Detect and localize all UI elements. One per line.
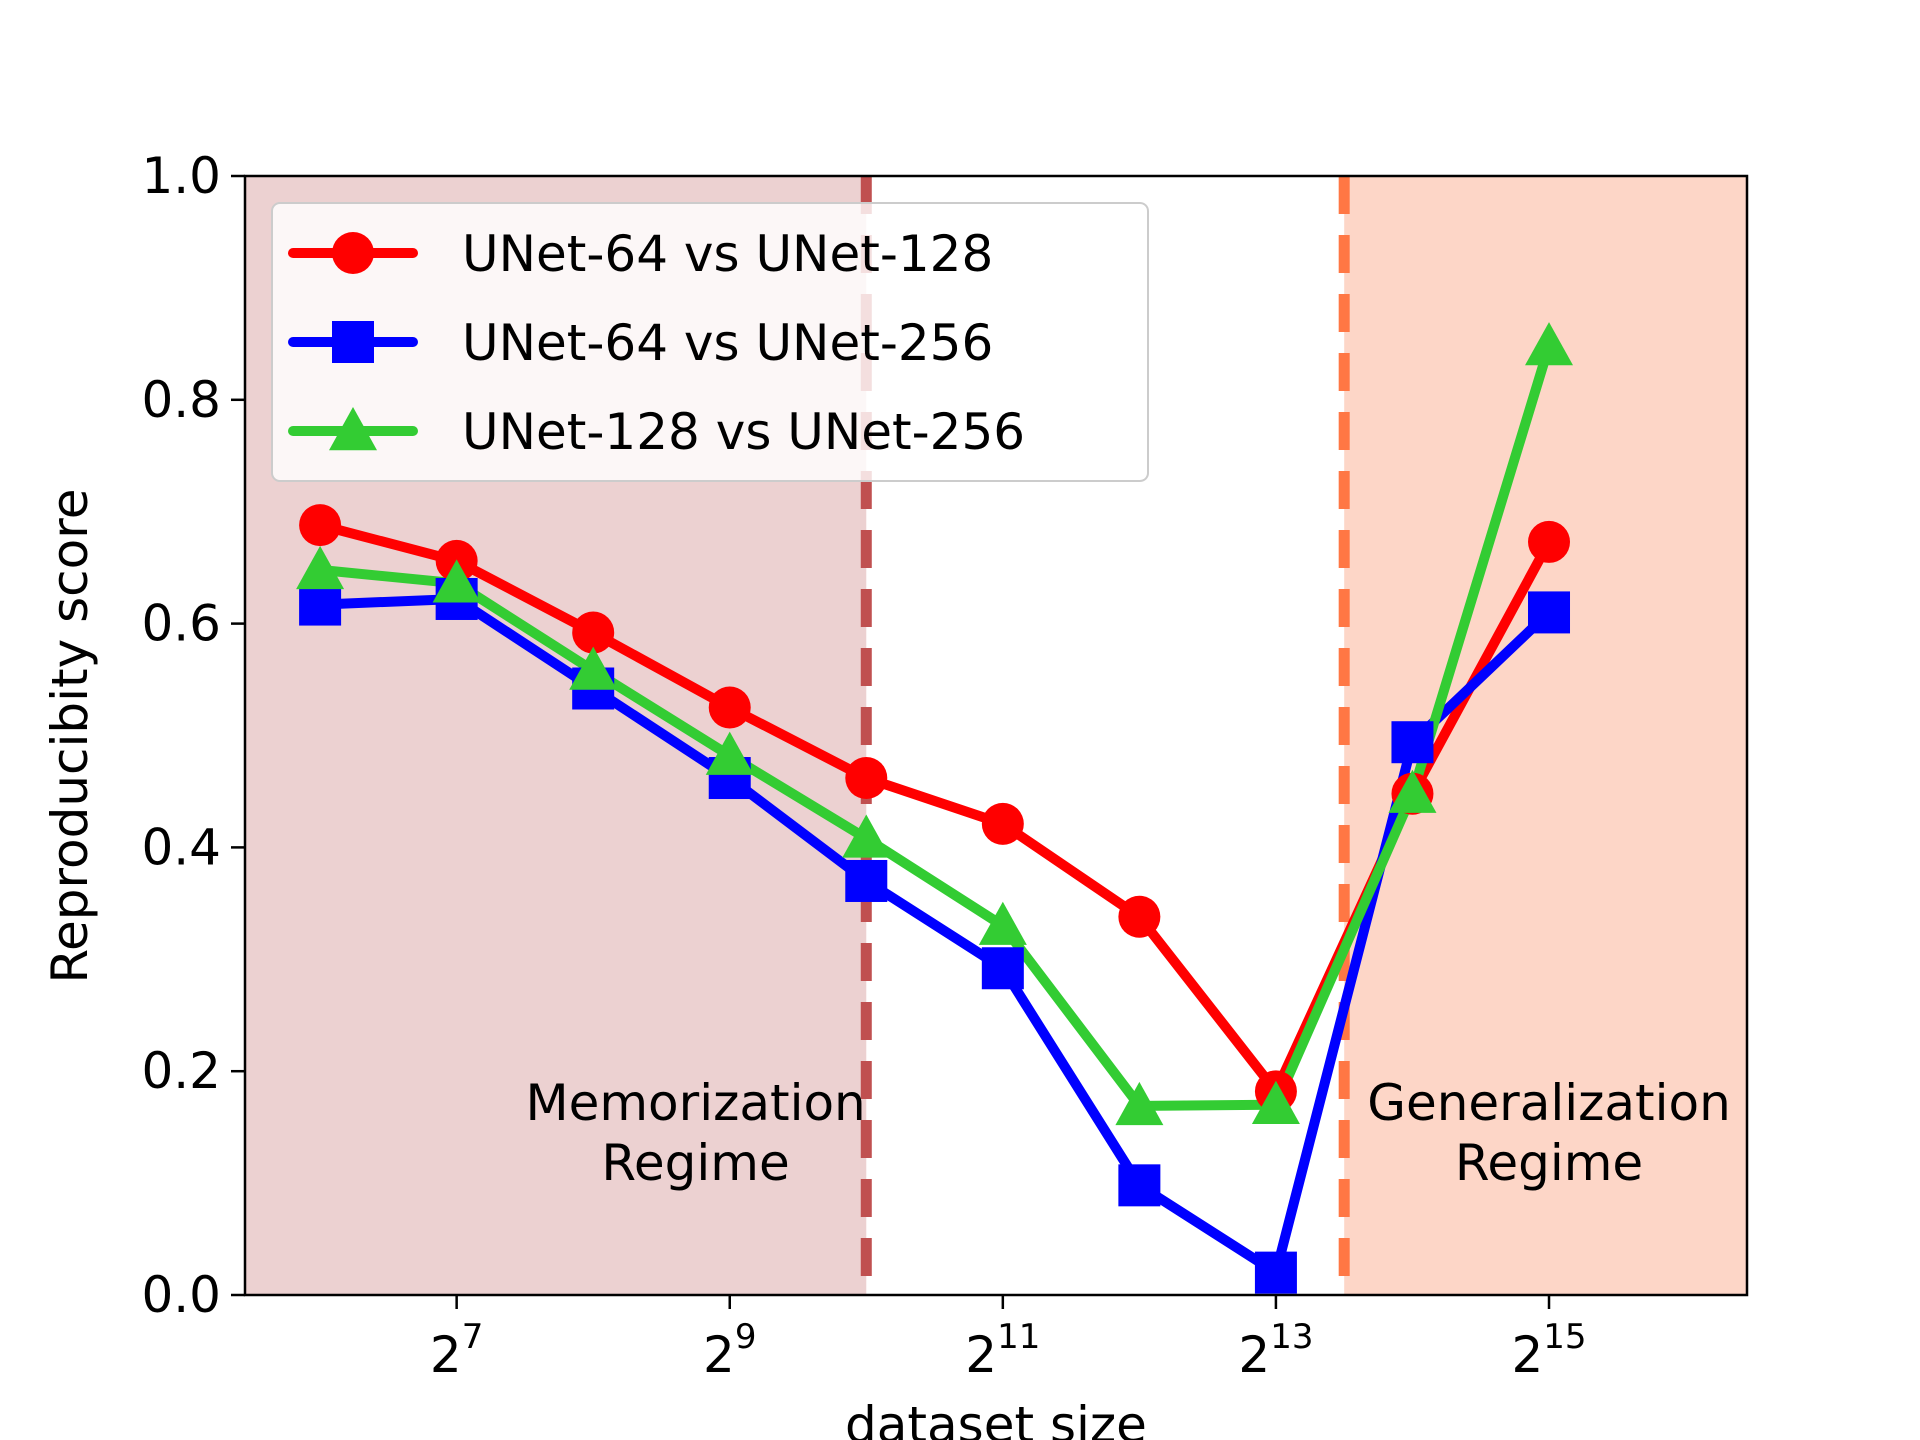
series-2-point-7 bbox=[1118, 1164, 1161, 1207]
generalization-label-line-1: Generalization bbox=[1367, 1074, 1731, 1132]
x-tick-base: 2 bbox=[430, 1326, 462, 1384]
series-lines bbox=[315, 341, 1555, 1278]
x-tick-base: 2 bbox=[703, 1326, 735, 1384]
series-3-point-3 bbox=[569, 646, 618, 690]
x-tick-base: 2 bbox=[1238, 1326, 1270, 1384]
legend-box bbox=[271, 202, 1149, 482]
generalization-label-line-2: Regime bbox=[1455, 1134, 1643, 1192]
series-line-3 bbox=[315, 341, 1555, 1111]
legend: UNet-64 vs UNet-128 UNet-64 vs UNet-256 UN… bbox=[271, 202, 1149, 482]
series-3-point-1 bbox=[296, 545, 345, 590]
x-tick-base: 2 bbox=[1511, 1326, 1543, 1384]
series-1-point-3 bbox=[572, 611, 615, 654]
legend-label-2: UNet-64 vs UNet-256 bbox=[462, 314, 993, 372]
series-2-point-6 bbox=[981, 947, 1024, 990]
series-3-point-8 bbox=[1251, 1080, 1300, 1124]
x-tick-exponent: 15 bbox=[1543, 1317, 1586, 1357]
series-3-point-5 bbox=[842, 814, 891, 858]
legend-marker-1 bbox=[332, 232, 374, 274]
series-line-2 bbox=[315, 593, 1555, 1278]
x-axis-label: dataset size bbox=[845, 1396, 1147, 1440]
series-3-point-4 bbox=[705, 731, 754, 775]
legend-label-1: UNet-64 vs UNet-128 bbox=[462, 225, 993, 283]
legend-marker-2 bbox=[332, 321, 374, 363]
y-tick-label-2: 0.2 bbox=[141, 1042, 221, 1100]
memorization-label-line-2: Regime bbox=[601, 1134, 789, 1192]
x-tick-exponent: 9 bbox=[735, 1317, 757, 1357]
series-1-point-7 bbox=[1118, 895, 1161, 938]
memorization-label-line-1: Memorization bbox=[525, 1074, 865, 1132]
x-tick-exponent: 13 bbox=[1270, 1317, 1313, 1357]
plot-frame bbox=[243, 174, 1749, 1297]
series-3-point-7 bbox=[1115, 1081, 1164, 1126]
y-tick-label-6: 1.0 bbox=[141, 147, 221, 205]
x-tick-base: 2 bbox=[965, 1326, 997, 1384]
x-tick-label-2: 29 bbox=[703, 1317, 756, 1384]
series-3-point-9 bbox=[1388, 769, 1437, 813]
series-2-point-8 bbox=[1254, 1251, 1297, 1294]
x-tick-label-5: 215 bbox=[1511, 1317, 1586, 1384]
axis-ticks: 0.00.20.40.60.81.027 29 211 213 215 bbox=[141, 147, 1586, 1384]
y-axis-label: Reproducibity score bbox=[41, 489, 99, 984]
series-2-point-5 bbox=[845, 859, 888, 902]
series-1-point-4 bbox=[708, 686, 751, 729]
series-2-point-9 bbox=[1391, 721, 1434, 764]
y-tick-label-3: 0.4 bbox=[141, 818, 221, 876]
legend-marker-3 bbox=[329, 407, 377, 451]
y-tick-label-4: 0.6 bbox=[141, 595, 221, 653]
y-tick-label-1: 0.0 bbox=[141, 1266, 221, 1324]
series-1-point-10 bbox=[1528, 520, 1571, 563]
series-3-point-6 bbox=[978, 901, 1027, 945]
series-1-point-5 bbox=[845, 757, 888, 800]
series-2-point-1 bbox=[299, 583, 342, 626]
series-3-point-10 bbox=[1525, 322, 1574, 366]
y-tick-label-5: 0.8 bbox=[141, 371, 221, 429]
x-tick-label-1: 27 bbox=[430, 1317, 483, 1384]
x-tick-exponent: 7 bbox=[462, 1317, 484, 1357]
series-3-point-2 bbox=[432, 559, 481, 603]
series-2-point-10 bbox=[1528, 591, 1571, 634]
series-1-point-1 bbox=[299, 504, 342, 547]
x-tick-exponent: 11 bbox=[997, 1317, 1040, 1357]
series-markers bbox=[296, 322, 1574, 1294]
series-1-point-6 bbox=[981, 802, 1024, 845]
legend-label-3: UNet-128 vs UNet-256 bbox=[462, 403, 1025, 461]
x-tick-label-4: 213 bbox=[1238, 1317, 1313, 1384]
x-tick-label-3: 211 bbox=[965, 1317, 1040, 1384]
